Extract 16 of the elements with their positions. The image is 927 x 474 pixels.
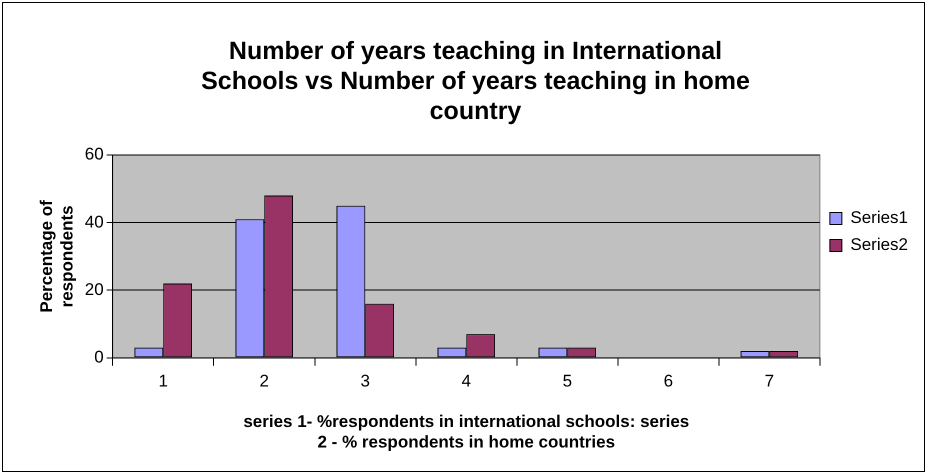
y-tick-label: 0 [94,347,104,366]
x-tick-label: 2 [260,372,269,391]
x-tick-label: 5 [562,372,572,391]
legend-label: Series2 [850,235,908,254]
x-tick-label: 7 [764,372,774,391]
y-tick-label: 40 [84,212,104,232]
x-tick-label: 6 [664,372,674,391]
x-axis-title: series 1- %respondents in international schools: series 2 - % respondents in home countries [243,412,690,452]
legend-label: Series1 [850,208,908,228]
y-tick-label: 20 [84,280,104,299]
x-tick-label: 4 [462,372,472,391]
x-tick-label: 1 [158,372,168,391]
y-axis-title: Percentage of respondents [36,200,76,313]
x-tick-label: 3 [360,372,370,391]
y-tick-label: 60 [84,144,104,164]
chart-title: Number of years teaching in International Schools vs Number of years teaching in home country [201,36,750,125]
